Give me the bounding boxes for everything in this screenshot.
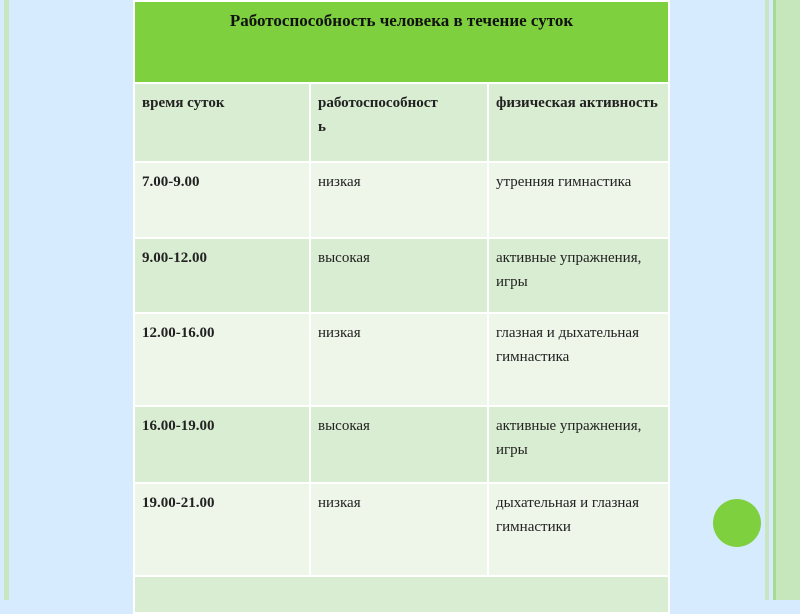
decor-circle	[713, 499, 761, 547]
capacity-cell: низкая	[309, 161, 489, 239]
capacity-cell: высокая	[309, 237, 489, 314]
activity-cell: активные упражнения, игры	[486, 405, 671, 484]
activity-cell: глазная и дыхательная гимнастика	[486, 312, 671, 407]
activity-cell: дыхательная и глазная гимнастики	[486, 482, 671, 577]
header-activity: физическая активность	[486, 82, 671, 163]
time-cell: 9.00-12.00	[133, 237, 311, 314]
table-row: 19.00-21.00 низкая дыхательная и глазная г…	[133, 482, 671, 577]
activity-cell: активные упражнения, игры	[486, 237, 671, 314]
time-cell: 12.00-16.00	[133, 312, 311, 407]
activity-cell: утренняя гимнастика	[486, 161, 671, 239]
table-row: 12.00-16.00 низкая глазная и дыхательная г…	[133, 312, 671, 407]
header-capacity: работоспособност ь	[309, 82, 489, 163]
schedule-table: Работоспособность человека в течение сут…	[132, 0, 671, 614]
table-row: 9.00-12.00 высокая активные упражнения, иг…	[133, 237, 671, 314]
right-decor-band	[773, 0, 800, 600]
empty-row	[132, 575, 671, 614]
header-time: время суток	[133, 82, 311, 163]
capacity-cell: низкая	[309, 482, 489, 577]
left-decor-stripe	[4, 0, 9, 600]
table-title: Работоспособность человека в течение сут…	[132, 0, 671, 84]
right-decor-stripe	[765, 0, 769, 600]
table-row: 7.00-9.00 низкая утренняя гимнастика	[133, 161, 671, 239]
time-cell: 19.00-21.00	[133, 482, 311, 577]
header-row: время суток работоспособност ь физическая…	[133, 82, 671, 163]
table-row: 16.00-19.00 высокая активные упражнения, и…	[133, 405, 671, 484]
capacity-cell: низкая	[309, 312, 489, 407]
time-cell: 16.00-19.00	[133, 405, 311, 484]
time-cell: 7.00-9.00	[133, 161, 311, 239]
capacity-cell: высокая	[309, 405, 489, 484]
